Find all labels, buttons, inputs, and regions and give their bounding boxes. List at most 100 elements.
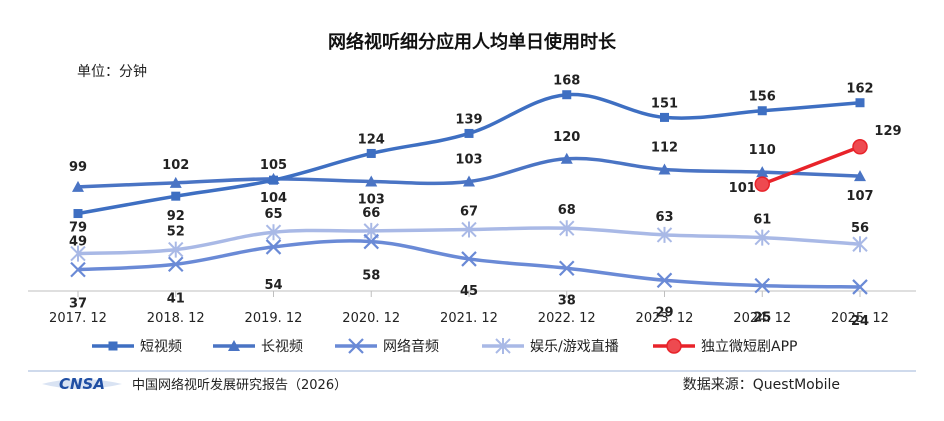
label-short-video: 151 [651, 96, 678, 111]
legend-label: 独立微短剧APP [701, 339, 797, 355]
label-short-video: 92 [167, 209, 185, 224]
label-short-video: 162 [846, 82, 873, 97]
tick-label: 2025. 12 [831, 311, 889, 326]
point-live-stream [70, 245, 86, 262]
point-net-audio [265, 239, 282, 255]
point-short-video [660, 112, 669, 122]
series-micro-drama [754, 139, 868, 192]
point-live-stream [852, 236, 868, 253]
series-layer [70, 90, 868, 295]
data-source: 数据来源：QuestMobile [683, 377, 840, 393]
label-short-video: 156 [749, 90, 776, 105]
point-net-audio [656, 272, 673, 289]
tick-label: 2019. 12 [245, 311, 303, 326]
label-live-stream: 52 [167, 225, 185, 240]
point-short-video [855, 98, 865, 108]
point-long-video [365, 175, 378, 187]
label-long-video: 99 [69, 160, 87, 175]
label-short-video: 79 [69, 221, 87, 236]
label-micro-drama: 101 [729, 181, 756, 196]
point-short-video [366, 148, 376, 158]
point-live-stream [754, 229, 770, 246]
line-micro-drama [761, 145, 861, 186]
unit-label: 单位：分钟 [77, 63, 147, 80]
series-long-video [72, 152, 866, 192]
point-net-audio [363, 233, 380, 250]
label-net-audio: 24 [851, 314, 869, 329]
point-live-stream [461, 221, 477, 238]
x-ticks: 2017. 12 2018. 12 2019. 12 2020. 12 2021. 12… [49, 291, 889, 326]
point-net-audio [852, 279, 868, 295]
point-net-audio [461, 251, 477, 267]
label-long-video: 110 [749, 143, 776, 158]
legend-marker [348, 338, 364, 354]
legend-item-long-video: 长视频 [213, 339, 303, 355]
point-net-audio [70, 261, 86, 278]
series-live-stream [70, 220, 868, 262]
label-live-stream: 61 [753, 213, 771, 228]
label-net-audio: 41 [167, 291, 185, 306]
legend-item-net-audio: 网络音频 [335, 338, 439, 355]
tick-label: 2021. 12 [440, 311, 498, 326]
point-long-video [169, 176, 182, 188]
label-long-video: 120 [553, 130, 580, 145]
legend-label: 短视频 [140, 339, 182, 355]
legend-label: 长视频 [261, 339, 303, 355]
label-net-audio: 38 [558, 293, 576, 308]
point-long-video [560, 152, 573, 164]
data-labels: 79 92 104 124 139 168 151 156 162 99 102 105 103 103 1… [69, 74, 902, 329]
label-long-video: 112 [651, 140, 678, 155]
point-long-video [854, 170, 866, 182]
legend-item-short-video: 短视频 [92, 339, 182, 355]
tick-label: 2018. 12 [147, 311, 205, 326]
point-short-video [73, 209, 83, 219]
logo-text: CNSA [59, 375, 105, 393]
label-short-video: 124 [358, 132, 385, 147]
point-live-stream [265, 224, 282, 241]
label-net-audio: 58 [362, 269, 380, 284]
point-short-video [464, 128, 474, 138]
label-net-audio: 45 [460, 284, 478, 299]
point-net-audio [754, 277, 771, 294]
point-net-audio [558, 260, 575, 277]
cnsa-logo: CNSA [42, 375, 122, 393]
label-short-video: 168 [553, 74, 580, 89]
label-long-video: 102 [162, 158, 189, 173]
label-net-audio: 29 [655, 305, 673, 320]
label-live-stream: 66 [362, 206, 380, 221]
label-long-video: 103 [358, 192, 385, 207]
label-live-stream: 68 [558, 203, 576, 218]
legend-item-micro-drama: 独立微短剧APP [653, 338, 797, 355]
point-long-video [463, 175, 475, 187]
legend-marker [666, 338, 682, 354]
series-short-video [73, 90, 865, 219]
point-long-video [72, 180, 84, 192]
legend-marker [228, 340, 240, 351]
legend-marker [495, 338, 511, 354]
tick-label: 2020. 12 [342, 311, 400, 326]
label-micro-drama: 129 [874, 124, 901, 139]
label-long-video: 103 [455, 152, 482, 167]
label-short-video: 104 [260, 191, 287, 206]
point-short-video [269, 175, 278, 185]
tick-label: 2024. 12 [733, 311, 791, 326]
chart-title: 网络视听细分应用人均单日使用时长 [328, 31, 617, 53]
point-live-stream [656, 226, 673, 243]
point-micro-drama [754, 176, 770, 192]
label-net-audio: 37 [69, 297, 87, 312]
label-long-video: 105 [260, 158, 287, 173]
label-live-stream: 67 [460, 205, 478, 220]
label-live-stream: 56 [851, 221, 869, 236]
legend-label: 网络音频 [383, 338, 439, 355]
point-live-stream [168, 241, 184, 258]
label-net-audio: 54 [264, 278, 282, 293]
label-short-video: 139 [455, 112, 482, 127]
point-live-stream [559, 220, 575, 237]
tick-label: 2023. 12 [636, 311, 694, 326]
legend: 短视频 长视频 网络音频 娱乐/游戏直播 独立微短剧APP [92, 338, 797, 355]
label-net-audio: 25 [753, 311, 771, 326]
point-short-video [757, 106, 767, 116]
tick-label: 2022. 12 [538, 311, 596, 326]
label-long-video: 107 [846, 189, 873, 204]
